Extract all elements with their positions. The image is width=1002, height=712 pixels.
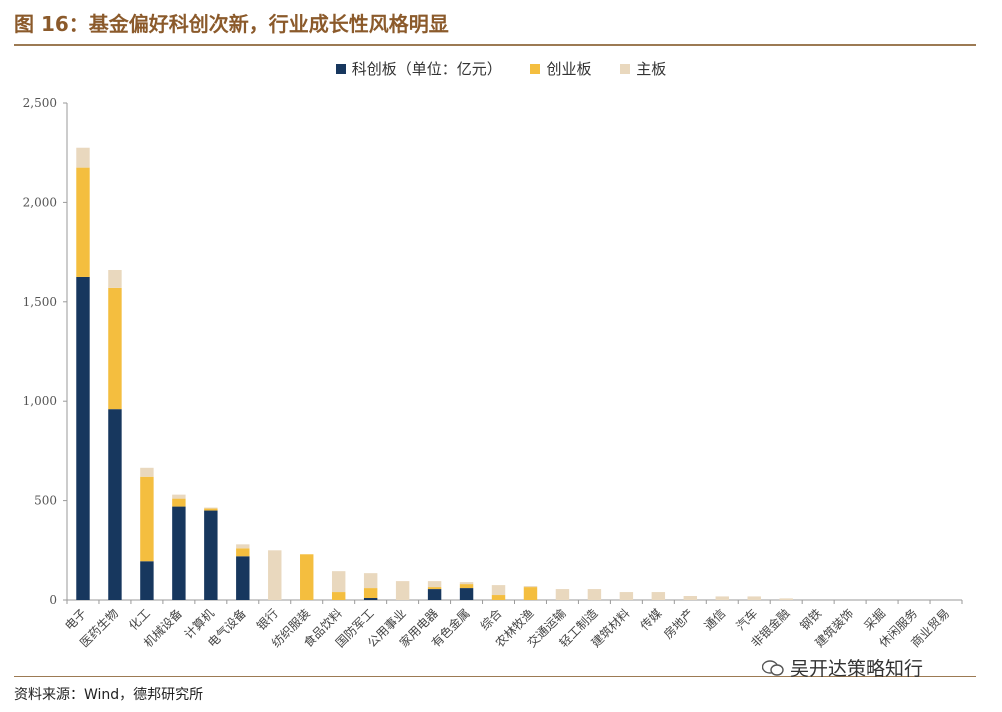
bar-segment [683,596,698,600]
bar-segment [459,588,474,600]
bar-segment [140,561,154,600]
bar-segment [779,598,793,600]
bar-segment [172,506,186,600]
x-category-label: 钢铁 [797,606,824,633]
x-category-label: 银行 [254,606,281,633]
bar-segment [619,592,634,600]
bar-segment [236,556,250,600]
bar-segment [651,592,666,600]
bar-segment [363,588,378,599]
bar-segment [363,573,378,589]
legend-label-kechuang: 科创板（单位：亿元） [351,60,502,78]
bar-segment [172,498,186,507]
watermark-text: 吴开达策略知行 [790,658,924,680]
legend-item-zhuban: 主板 [620,58,666,79]
bar-segment [204,507,218,509]
bar-segment [172,494,186,499]
wechat-icon [762,659,784,676]
x-category-label: 电子 [62,606,89,633]
bar-segment [300,554,314,600]
bar-segment [491,585,506,596]
title-rule [14,44,976,46]
bar-segment [331,571,346,593]
bar-segment [427,581,442,588]
y-tick-label: 2,000 [23,195,57,209]
bar-segment [395,581,410,600]
y-tick-label: 500 [34,494,57,508]
bar-segment [76,276,90,600]
x-category-label: 综合 [477,606,505,634]
legend-item-kechuang: 科创板（单位：亿元） [335,58,502,79]
bar-segment [236,544,250,549]
bar-segment [587,589,602,600]
bar-segment [236,548,250,557]
bar-segment [76,167,90,277]
bar-segment [331,592,346,600]
bar-segment [715,596,729,600]
x-category-label: 化工 [126,606,153,633]
x-category-label: 房地产 [660,606,696,642]
legend-item-chuangye: 创业板 [530,58,592,79]
x-category-label: 传媒 [637,606,665,634]
y-tick-label: 2,500 [23,96,57,110]
bar-segment [140,476,154,562]
bar-segment [108,269,122,288]
legend-swatch-chuangye [530,63,541,74]
bar-segment [555,589,570,600]
bar-segment [427,587,442,590]
legend-label-chuangye: 创业板 [546,60,592,78]
y-tick-label: 1,000 [23,394,57,408]
x-category-label: 通信 [702,606,729,633]
bar-segment [204,508,218,511]
y-tick-label: 0 [49,593,57,607]
bar-segment [523,587,538,600]
legend-swatch-kechuang [335,63,346,74]
x-category-label: 汽车 [733,606,761,634]
bar-segment [459,582,474,585]
legend-label-zhuban: 主板 [636,60,667,78]
bar-segment [363,598,378,600]
y-tick-label: 1,500 [23,295,57,309]
legend-swatch-zhuban [620,63,631,74]
chart-legend: 科创板（单位：亿元） 创业板 主板 [0,58,1002,79]
bar-segment [108,409,122,600]
bar-segment [523,586,538,588]
watermark: 吴开达策略知行 [762,654,923,681]
bar-segment [204,510,218,600]
bar-segment [268,550,282,600]
bar-segment [108,287,122,410]
bar-segment [747,596,761,600]
bar-segment [491,595,506,600]
bar-segment [140,467,154,477]
x-category-label: 采掘 [861,606,889,634]
bar-segment [76,147,90,168]
source-note: 资料来源：Wind，德邦研究所 [14,687,204,703]
figure-title: 图 16：基金偏好科创次新，行业成长性风格明显 [14,12,449,36]
source-rule [14,676,976,677]
bar-segment [427,589,442,600]
bar-segment [459,584,474,589]
